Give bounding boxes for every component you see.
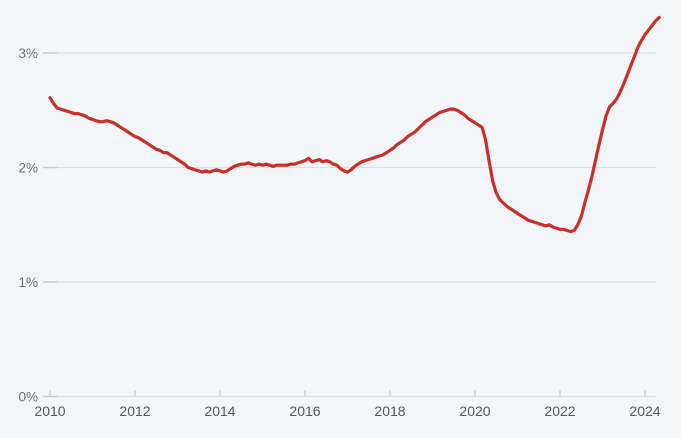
x-axis-label: 2024 xyxy=(629,403,660,419)
x-axis-label: 2016 xyxy=(289,403,320,419)
x-axis-label: 2010 xyxy=(34,403,65,419)
y-axis-label: 0% xyxy=(18,389,38,404)
x-axis-label: 2012 xyxy=(119,403,150,419)
y-axis-label: 3% xyxy=(18,46,38,61)
y-axis-label: 2% xyxy=(18,160,38,175)
x-axis-label: 2014 xyxy=(204,403,235,419)
data-line xyxy=(48,15,661,234)
x-axis-label: 2018 xyxy=(374,403,405,419)
x-axis-label: 2020 xyxy=(459,403,490,419)
x-axis-label: 2022 xyxy=(544,403,575,419)
y-axis-label: 1% xyxy=(18,275,38,290)
